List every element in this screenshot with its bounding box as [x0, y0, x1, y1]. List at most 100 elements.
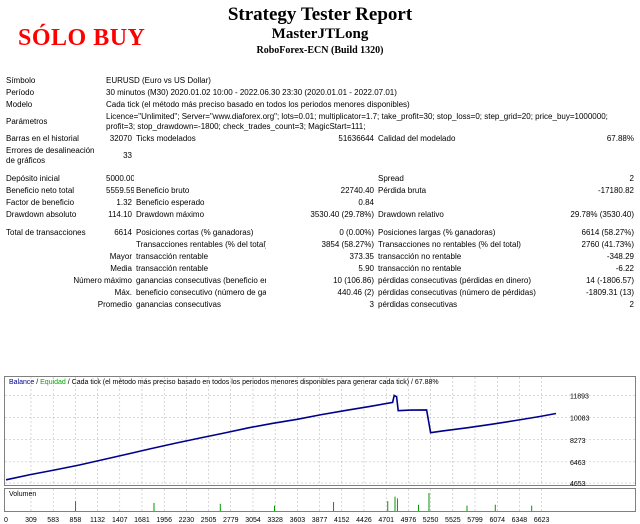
x-axis-ticks: 0 309 583 858 1132 1407 1681 1956 2230 2505 2779 30… [4, 517, 549, 524]
bars-value: 32070 [109, 134, 132, 143]
max-cons-wins-value: 10 (106.86) [333, 276, 374, 285]
total-trades-value: 6614 [114, 228, 132, 237]
gross-loss-label: Pérdida bruta [378, 186, 427, 195]
max-cons-profit-value: 440.46 (2) [337, 288, 374, 297]
average-label: Media [110, 264, 132, 273]
x-tick-label: 4976 [401, 517, 417, 524]
legend-separator: / [66, 379, 72, 386]
expected-payoff-label: Beneficio esperado [136, 198, 205, 207]
max-label: Máx. [114, 288, 132, 297]
dd-max-value: 3530.40 (29.78%) [310, 210, 374, 219]
chart-legend: Balance / Equidad / Cada tick (el método… [9, 379, 439, 386]
short-positions-label: Posiciones cortas (% ganadoras) [136, 228, 254, 237]
params-value: Licence="Unlimited"; Server="www.diafore… [106, 112, 608, 131]
avg-loss-value: -6.22 [615, 264, 634, 273]
x-tick-label: 0 [4, 517, 8, 524]
y-tick-label: 8273 [570, 438, 586, 445]
volume-frame [4, 488, 636, 512]
x-tick-label: 6623 [534, 517, 550, 524]
dd-relative-value: 29.78% (3530.40) [570, 210, 634, 219]
y-tick-label: 10083 [570, 416, 590, 423]
avg-cons-wins-value: 3 [369, 300, 374, 309]
max-cons-losses-value: 14 (-1806.57) [585, 276, 634, 285]
total-trades-label: Total de transacciones [6, 228, 86, 237]
net-profit-label: Beneficio neto total [6, 186, 75, 195]
deposit-label: Depósito inicial [6, 174, 60, 183]
gross-loss-value: -17180.82 [597, 186, 634, 195]
symbol-value: EURUSD (Euro vs US Dollar) [106, 76, 211, 85]
model-label: Modelo [6, 100, 33, 109]
avg-cons-losses-label: pérdidas consecutivas [378, 300, 458, 309]
balance-chart: 11893 10083 8273 6463 4653 Balance / Equidad… [4, 376, 636, 486]
largest-loss-label: transacción no rentable [378, 252, 462, 261]
x-tick-label: 1132 [90, 517, 105, 524]
x-tick-label: 5250 [423, 517, 439, 524]
report-header: Strategy Tester Report SÓLO BUY MasterJT… [0, 0, 640, 62]
ticks-label: Ticks modelados [136, 134, 196, 143]
x-tick-label: 1956 [156, 517, 172, 524]
avg-profit-label: transacción rentable [136, 264, 209, 273]
balance-line [5, 394, 557, 481]
ticks-value: 51636644 [338, 134, 374, 143]
dd-absolute-label: Drawdown absoluto [6, 210, 77, 219]
legend-note: Cada tick (el método más preciso basado … [72, 379, 439, 386]
x-tick-label: 4152 [334, 517, 350, 524]
loss-trades-value: 2760 (41.73%) [581, 240, 634, 249]
avg-cons-wins-label: ganancias consecutivas [136, 300, 221, 309]
largest-label: Mayor [109, 252, 132, 261]
period-label: Período [6, 88, 35, 97]
x-tick-label: 3877 [312, 517, 328, 524]
avg-profit-value: 5.90 [358, 264, 374, 273]
x-tick-label: 4426 [356, 517, 372, 524]
legend-balance: Balance [9, 379, 34, 386]
x-tick-label: 6074 [489, 517, 505, 524]
dd-absolute-value: 114.10 [108, 210, 132, 219]
x-tick-label: 2230 [179, 517, 195, 524]
spread-value: 2 [629, 174, 634, 183]
dd-relative-label: Drawdown relativo [378, 210, 444, 219]
short-positions-value: 0 (0.00%) [339, 228, 374, 237]
model-value: Cada tick (el método más preciso basado … [106, 100, 410, 109]
report-title: Strategy Tester Report [227, 4, 413, 25]
profit-trades-label: Transacciones rentables (% del total) [136, 240, 266, 249]
max-cons-loss-label: pérdidas consecutivas (número de pérdida… [378, 288, 536, 297]
x-tick-label: 5799 [467, 517, 483, 524]
profit-factor-value: 1.32 [116, 198, 132, 207]
x-tick-label: 3328 [267, 517, 283, 524]
x-tick-label: 6348 [512, 517, 528, 524]
chart-frame [4, 376, 636, 486]
y-tick-label: 6463 [570, 460, 586, 467]
broker-build: RoboForex-ECN (Build 1320) [256, 45, 384, 56]
x-tick-label: 309 [25, 517, 37, 524]
expert-name: MasterJTLong [271, 26, 369, 42]
avg-cons-losses-value: 2 [629, 300, 634, 309]
x-axis: 0 309 583 858 1132 1407 1681 1956 2230 2505 2779 30… [4, 517, 549, 524]
x-tick-label: 3054 [245, 517, 261, 524]
avg-loss-label: transacción no rentable [378, 264, 462, 273]
largest-loss-value: -348.29 [606, 252, 634, 261]
y-axis-ticks: 11893 10083 8273 6463 4653 [570, 394, 590, 486]
symbol-label: Símbolo [6, 76, 36, 85]
x-tick-label: 583 [47, 517, 59, 524]
max-cons-losses-label: pérdidas consecutivas (pérdidas en diner… [378, 276, 531, 285]
x-tick-label: 1681 [134, 517, 150, 524]
y-tick-label: 4653 [570, 481, 586, 486]
report-table: Símbolo EURUSD (Euro vs US Dollar) Períod… [4, 75, 636, 311]
x-tick-label: 3603 [290, 517, 306, 524]
x-tick-label: 4701 [378, 517, 394, 524]
chart-series [5, 394, 557, 481]
deposit-value: 5000.00 [106, 174, 134, 183]
volume-bars [75, 493, 533, 511]
x-tick-label: 1407 [112, 517, 128, 524]
x-tick-label: 5525 [445, 517, 461, 524]
gross-profit-label: Beneficio bruto [136, 186, 190, 195]
x-tick-label: 2779 [223, 517, 239, 524]
buy-only-badge: SÓLO BUY [18, 25, 146, 51]
errors-value: 33 [123, 151, 132, 160]
largest-profit-value: 373.35 [349, 252, 374, 261]
profit-trades-value: 3854 (58.27%) [321, 240, 374, 249]
legend-equity: Equidad [40, 379, 66, 386]
dd-max-label: Drawdown máximo [136, 210, 205, 219]
legend-separator: / [34, 379, 40, 386]
quality-value: 67.88% [606, 134, 634, 143]
